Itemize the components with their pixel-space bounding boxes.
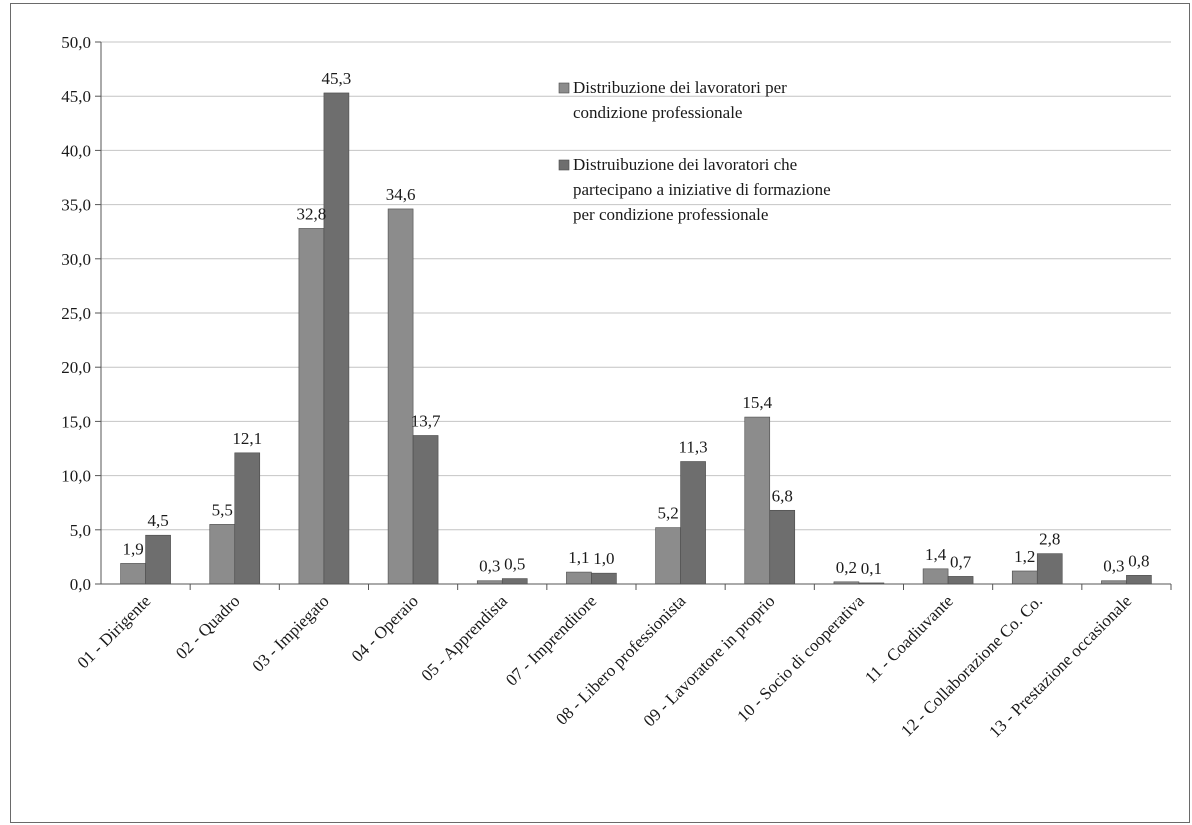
data-label: 6,8 [772, 486, 793, 505]
data-labels: 1,94,55,512,132,845,334,613,70,3 0,5 1,1 1,… [122, 69, 1149, 578]
data-label: 0,8 [1128, 551, 1149, 570]
x-tick-label: 02 - Quadro [172, 591, 244, 663]
data-label: 0,7 [950, 552, 972, 571]
y-tick-label: 0,0 [70, 575, 91, 594]
bar-chart: 0,0 5,0 10,0 15,0 20,0 25,0 30,0 35,0 40,0 45,0 50… [61, 33, 1172, 741]
bar-series-1 [1011, 570, 1038, 585]
data-label: 13,7 [411, 411, 441, 430]
data-label: 1,0 [593, 549, 614, 568]
bar-series-1 [209, 524, 236, 585]
legend-label: Distribuzione dei lavoratori per [573, 78, 787, 97]
data-label: 2,8 [1039, 530, 1060, 549]
y-tick-label: 30,0 [61, 250, 91, 269]
data-label: 1,2 [1014, 547, 1035, 566]
x-tick-label: 03 - Impiegato [249, 591, 333, 675]
legend: Distribuzione dei lavoratori per condizio… [558, 78, 831, 224]
legend-swatch [558, 159, 570, 171]
legend-swatch [558, 82, 570, 94]
bar-series-2 [591, 572, 617, 585]
y-tick-label: 45,0 [61, 87, 91, 106]
bar-series-2 [145, 534, 171, 585]
bars [120, 92, 1152, 585]
bar-series-2 [501, 578, 528, 585]
bar-series-2 [769, 509, 796, 585]
data-label: 15,4 [742, 393, 772, 412]
bar-series-2 [323, 92, 350, 585]
data-label: 12,1 [232, 429, 262, 448]
bar-series-2 [234, 452, 261, 585]
data-label: 11,3 [679, 438, 708, 457]
bar-series-1 [922, 568, 949, 585]
y-tick-label: 10,0 [61, 467, 91, 486]
bar-series-1 [298, 228, 325, 585]
bar-series-2 [412, 435, 439, 585]
gridlines [101, 41, 1171, 585]
bar-series-1 [387, 208, 414, 585]
y-tick-label: 20,0 [61, 358, 91, 377]
data-label: 0,1 [861, 559, 882, 578]
data-label: 5,2 [657, 504, 678, 523]
y-tick-label: 40,0 [61, 141, 91, 160]
data-label: 5,5 [212, 500, 233, 519]
x-tick-label: 07 - Imprenditore [502, 591, 600, 689]
data-label: 0,3 [479, 557, 500, 576]
x-tick-label: 11 - Coadiuvante [861, 591, 957, 687]
chart-frame: 0,0 5,0 10,0 15,0 20,0 25,0 30,0 35,0 40,0 45,0 50… [10, 3, 1190, 823]
legend-label: partecipano a iniziative di formazione [573, 180, 831, 199]
data-label: 32,8 [297, 204, 327, 223]
y-tick-label: 15,0 [61, 412, 91, 431]
data-label: 34,6 [386, 185, 416, 204]
data-label: 1,1 [568, 548, 589, 567]
x-tick-label: 05 - Apprendista [418, 591, 512, 685]
bar-series-2 [1036, 553, 1063, 585]
data-label: 0,3 [1103, 557, 1124, 576]
legend-label: condizione professionale [573, 103, 742, 122]
bar-series-1 [566, 571, 592, 585]
x-tick-label: 04 - Operaio [348, 591, 422, 665]
bar-series-2 [947, 576, 974, 585]
legend-label: Distruibuzione dei lavoratori che [573, 155, 797, 174]
x-tick-label: 12 - Collaborazione Co. Co. [897, 591, 1046, 740]
axes: 0,0 5,0 10,0 15,0 20,0 25,0 30,0 35,0 40,0 45,0 50… [61, 33, 1172, 741]
data-label: 45,3 [322, 69, 352, 88]
data-label: 0,2 [836, 558, 857, 577]
x-tick-label: 01 - Dirigente [74, 591, 155, 672]
bar-series-2 [1126, 575, 1152, 585]
data-label: 4,5 [147, 511, 168, 530]
bar-series-1 [655, 527, 681, 585]
data-label: 1,4 [925, 545, 947, 564]
y-tick-label: 5,0 [70, 521, 91, 540]
data-label: 0,5 [504, 555, 525, 574]
y-tick-label: 25,0 [61, 304, 91, 323]
data-label: 1,9 [122, 539, 143, 558]
y-tick-label: 50,0 [61, 33, 91, 52]
y-tick-label: 35,0 [61, 196, 91, 215]
legend-label: per condizione professionale [573, 205, 768, 224]
bar-series-1 [120, 563, 146, 585]
bar-series-1 [744, 416, 771, 585]
x-tick-label: 13 - Prestazione occasionale [985, 591, 1135, 741]
bar-series-2 [680, 461, 706, 585]
